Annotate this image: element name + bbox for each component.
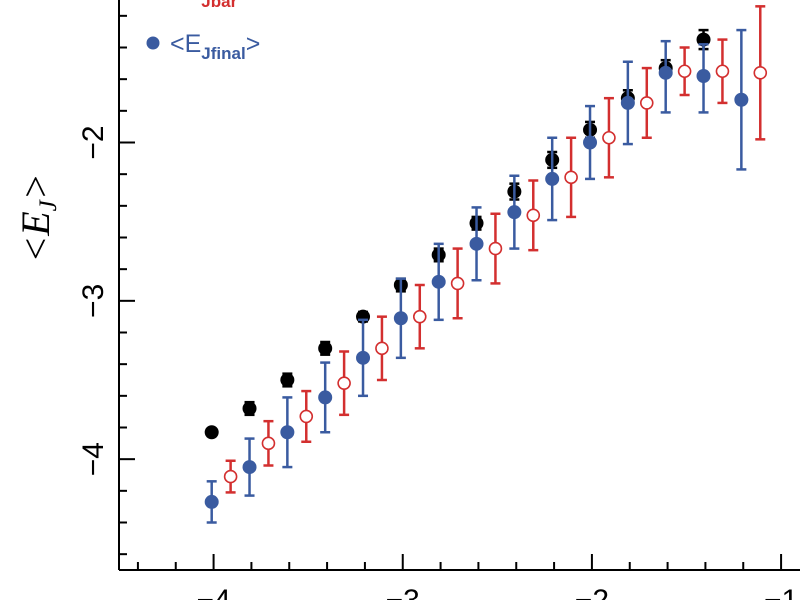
data-point (431, 274, 446, 289)
series-black (204, 28, 711, 440)
data-point (204, 494, 219, 509)
data-point (261, 436, 276, 451)
x-tick-label: −2 (575, 584, 609, 600)
data-point (602, 130, 616, 145)
data-point (318, 341, 333, 356)
data-point (526, 208, 541, 223)
data-point (242, 460, 257, 475)
data-point (507, 205, 522, 220)
y-axis-label-prefix: < (13, 236, 58, 263)
x-tick-label: −3 (386, 584, 420, 600)
legend-label-jfinal: <EJfinal> (170, 30, 260, 63)
data-point (337, 376, 351, 390)
y-axis-label-sub: J (35, 198, 62, 211)
y-tick-label: −2 (77, 125, 110, 159)
data-point (639, 96, 654, 110)
legend-label-jbar-prefix: < (170, 0, 185, 6)
axes (118, 0, 800, 571)
data-point (488, 241, 503, 256)
legend-marker-jfinal (146, 36, 160, 50)
data-point (583, 135, 598, 150)
y-axis-label: <EJ> (13, 173, 62, 263)
data-point (677, 64, 692, 79)
legend-label-jfinal-sub: Jfinal (201, 44, 245, 63)
legend-label-jfinal-main: E (185, 30, 202, 58)
data-point (412, 309, 427, 324)
data-point (280, 425, 295, 440)
legend-label-jbar: <EJbar> (170, 0, 252, 11)
y-axis-label-main: E (13, 211, 58, 236)
data-point (734, 92, 749, 107)
data-point (204, 425, 219, 440)
series (204, 5, 768, 524)
data-point (545, 171, 560, 186)
legend: <EJbar> <EJfinal> (146, 0, 260, 63)
legend-label-jfinal-suffix: > (246, 30, 261, 58)
y-tick-label: −3 (77, 284, 110, 318)
data-point (356, 350, 371, 365)
x-tick-label: −4 (196, 584, 230, 600)
data-point (564, 170, 578, 185)
data-point (242, 401, 257, 416)
data-point (696, 69, 711, 83)
legend-label-jfinal-prefix: < (170, 30, 185, 58)
data-point (450, 276, 465, 291)
y-axis-label-suffix: > (13, 173, 58, 200)
series-jfinal (204, 28, 749, 524)
y-tick-label: −4 (77, 442, 110, 476)
data-point (620, 95, 635, 110)
data-point (318, 390, 333, 405)
data-point (753, 66, 768, 80)
data-point (375, 341, 389, 356)
data-point (299, 409, 314, 424)
legend-entry-jfinal: <EJfinal> (146, 30, 260, 63)
legend-entry-jbar: <EJbar> (170, 0, 252, 11)
x-tick-label: −1 (764, 584, 798, 600)
data-point (715, 64, 730, 79)
data-point (469, 236, 484, 251)
legend-label-jbar-suffix: > (237, 0, 252, 6)
ticks: −4 −3 −2 −1 −4 −3 −2 (77, 14, 798, 600)
legend-label-jbar-sub: Jbar (201, 0, 237, 11)
series-jbar (223, 5, 768, 494)
data-point (658, 65, 673, 80)
data-point (280, 373, 295, 387)
data-point (223, 469, 238, 484)
data-point (393, 311, 408, 326)
legend-label-jbar-main: E (185, 0, 202, 6)
